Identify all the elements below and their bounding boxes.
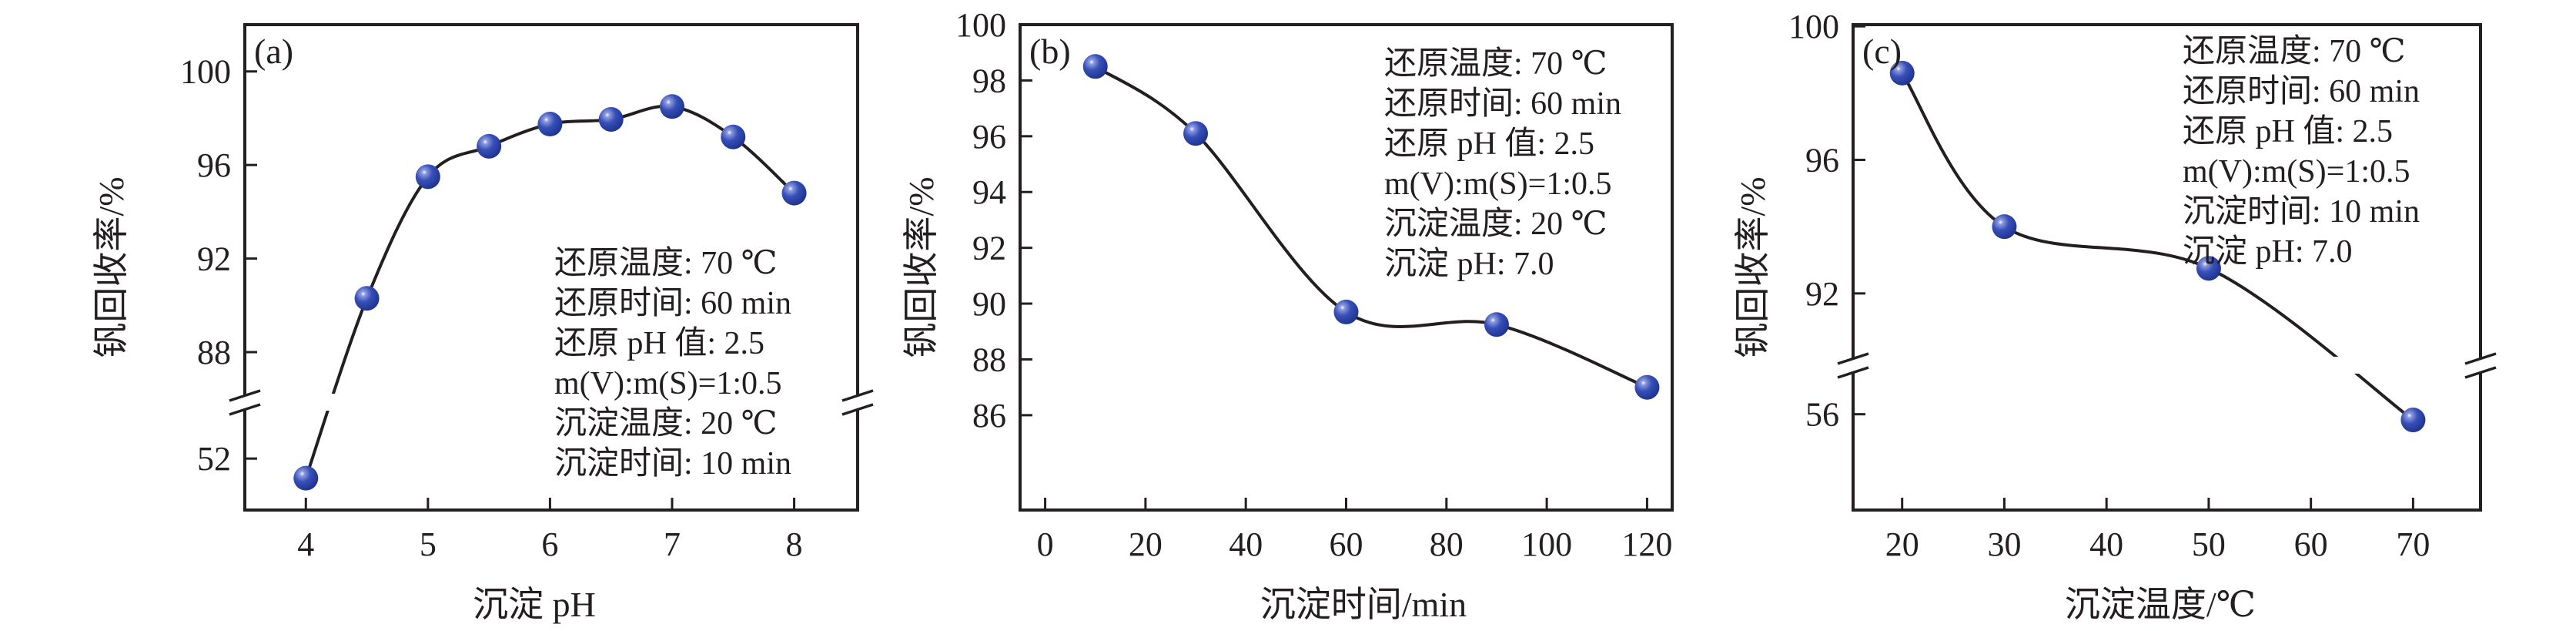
condition-annotation: m(V):m(S)=1:0.5 <box>2183 154 2410 190</box>
x-tick-label: 0 <box>1037 525 1054 563</box>
condition-annotation: 沉淀 pH: 7.0 <box>2183 234 2353 270</box>
x-axis-label: 沉淀时间/min <box>1260 585 1467 624</box>
y-tick-label: 92 <box>972 230 1006 267</box>
x-axis-label: 沉淀温度/℃ <box>2065 585 2256 624</box>
y-tick-label: 88 <box>197 334 231 371</box>
condition-annotation: 还原温度: 70 ℃ <box>1384 46 1607 82</box>
x-tick-label: 20 <box>1885 525 1919 563</box>
axis-break-mark <box>2464 352 2497 379</box>
y-tick-label: 98 <box>972 62 1006 99</box>
x-tick-label: 8 <box>786 525 803 563</box>
axis-break-mark <box>1837 352 1869 379</box>
condition-annotation: 沉淀温度: 20 ℃ <box>1384 206 1607 242</box>
x-tick-label: 4 <box>297 525 314 563</box>
axis-break-mark <box>229 389 261 416</box>
data-point <box>598 106 624 132</box>
y-tick-label: 92 <box>197 240 231 278</box>
y-tick-label: 92 <box>1805 275 1839 313</box>
condition-annotation: 沉淀时间: 10 min <box>554 446 791 482</box>
y-tick-label: 88 <box>972 341 1006 378</box>
y-tick-label: 100 <box>955 6 1006 44</box>
x-tick-label: 100 <box>1521 525 1572 563</box>
condition-annotation: m(V):m(S)=1:0.5 <box>554 366 782 401</box>
data-point <box>1484 312 1509 337</box>
y-tick-label: 96 <box>1805 142 1839 180</box>
condition-annotation: 还原温度: 70 ℃ <box>2183 34 2406 69</box>
data-point <box>659 94 684 119</box>
data-point <box>1992 214 2017 240</box>
x-tick-label: 70 <box>2396 525 2430 563</box>
panel-label: (b) <box>1029 32 1071 71</box>
y-tick-label: 86 <box>972 397 1006 435</box>
panel-label: (a) <box>254 32 293 71</box>
x-tick-label: 50 <box>2192 525 2226 563</box>
data-point <box>354 286 380 311</box>
x-tick-label: 60 <box>2294 525 2328 563</box>
chart-panel-a: 4 5 6 7 8 52 88 92 96 100 (a) 沉淀 pH 钒回收率/% 还原温度: 70 ℃… <box>92 23 874 624</box>
data-point <box>293 465 319 491</box>
y-axis-label: 钒回收率/% <box>902 176 941 357</box>
data-point <box>2196 256 2221 281</box>
y-tick-label: 56 <box>1805 396 1839 434</box>
condition-annotation: 沉淀时间: 10 min <box>2183 194 2420 230</box>
condition-annotation: 还原 pH 值: 2.5 <box>2183 114 2393 149</box>
y-tick-label: 94 <box>972 173 1006 211</box>
x-tick-label: 30 <box>1987 525 2021 563</box>
data-point <box>537 112 563 137</box>
axis-break-gap <box>248 394 855 411</box>
x-tick-label: 60 <box>1330 525 1363 563</box>
condition-annotation: 还原温度: 70 ℃ <box>554 246 778 281</box>
y-tick-label: 52 <box>197 440 231 478</box>
axis-break-gap <box>1856 357 2477 374</box>
x-tick-label: 5 <box>420 525 437 563</box>
y-tick-label: 100 <box>180 53 231 91</box>
x-tick-label: 6 <box>541 525 558 563</box>
panel-label: (c) <box>1862 32 1902 71</box>
condition-annotation: 还原时间: 60 min <box>1384 86 1621 122</box>
x-tick-label: 40 <box>1229 525 1263 563</box>
x-axis-label: 沉淀 pH <box>473 585 596 624</box>
data-point <box>2400 408 2426 433</box>
y-tick-label: 96 <box>197 146 231 184</box>
x-tick-label: 120 <box>1621 525 1672 563</box>
data-point <box>1889 60 1915 86</box>
x-tick-label: 20 <box>1129 525 1163 563</box>
chart-panel-b: 0 20 40 60 80 100 120 86 88 90 92 94 96 98 100 (b) 沉淀时间/… <box>902 6 1674 624</box>
plot-frame <box>243 23 859 512</box>
data-point <box>781 180 807 206</box>
chart-panel-c: 20 30 40 50 60 70 56 92 96 100 (c) 沉淀温度/℃ 钒回收率/% 还原温度… <box>1733 8 2497 624</box>
y-tick-label: 96 <box>972 118 1006 156</box>
y-axis-label: 钒回收率/% <box>1733 176 1772 357</box>
axis-break-mark <box>841 389 874 416</box>
data-point <box>415 164 440 190</box>
x-tick-label: 80 <box>1430 525 1464 563</box>
y-tick-label: 100 <box>1788 8 1839 45</box>
data-point <box>1333 299 1359 324</box>
x-tick-label: 7 <box>664 525 681 563</box>
condition-annotation: 还原 pH 值: 2.5 <box>554 326 764 361</box>
y-tick-label: 90 <box>972 285 1006 323</box>
y-axis-label: 钒回收率/% <box>92 176 131 357</box>
data-point <box>477 133 502 159</box>
data-point <box>721 124 746 149</box>
series-line <box>1901 72 2414 421</box>
condition-annotation: 沉淀 pH: 7.0 <box>1384 247 1554 282</box>
condition-annotation: 还原 pH 值: 2.5 <box>1384 126 1594 162</box>
data-point <box>1183 121 1209 146</box>
data-point <box>1634 374 1660 400</box>
plot-frame <box>1852 23 2482 512</box>
data-point <box>1082 54 1108 79</box>
condition-annotation: m(V):m(S)=1:0.5 <box>1384 166 1612 202</box>
x-tick-label: 40 <box>2089 525 2123 563</box>
condition-annotation: 沉淀温度: 20 ℃ <box>554 406 778 441</box>
condition-annotation: 还原时间: 60 min <box>2183 74 2420 109</box>
condition-annotation: 还原时间: 60 min <box>554 286 791 321</box>
